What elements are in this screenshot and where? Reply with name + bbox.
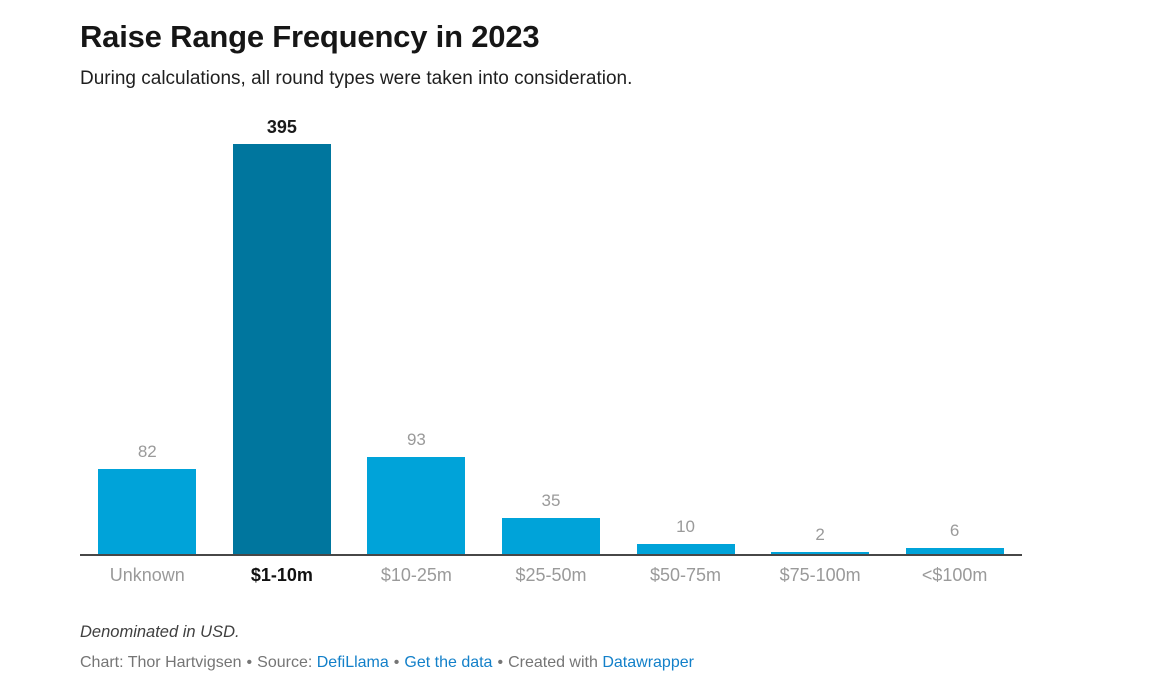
credit-separator: • — [246, 654, 253, 671]
bar — [501, 517, 600, 554]
source-link[interactable]: DefiLlama — [316, 654, 389, 671]
datawrapper-link[interactable]: Datawrapper — [602, 654, 694, 671]
chart-subtitle: During calculations, all round types wer… — [80, 68, 633, 89]
bar-slot: 93 — [349, 430, 484, 554]
created-with-label: Created with — [508, 654, 598, 671]
bar-slot: 395 — [215, 117, 350, 554]
credit-separator: • — [393, 654, 400, 671]
x-axis-label: Unknown — [109, 565, 185, 585]
credit-separator: • — [497, 654, 504, 671]
bar-value-label: 93 — [406, 430, 426, 450]
bar-slot: 82 — [80, 442, 215, 554]
chart-credit: Chart: Thor Hartvigsen • Source: DefiLlama… — [0, 652, 1150, 674]
x-axis-label: $10-25m — [380, 565, 452, 585]
bar-value-label: 395 — [266, 117, 297, 137]
bar — [232, 144, 331, 554]
bar-chart-plot: 82 395 93 35 10 2 6 — [80, 110, 1022, 556]
source-label: Source: — [257, 654, 313, 671]
bar — [636, 543, 735, 554]
x-axis-label: $25-50m — [515, 565, 587, 585]
bar-value-label: 35 — [541, 490, 561, 510]
x-axis-label: <$100m — [921, 565, 988, 585]
bar-value-label: 82 — [137, 441, 157, 461]
bar — [367, 457, 466, 554]
chart-title: Raise Range Frequency in 2023 — [80, 19, 540, 54]
bar-slot: 10 — [618, 517, 753, 554]
x-axis-label: $75-100m — [779, 565, 861, 585]
get-the-data-link[interactable]: Get the data — [404, 654, 493, 671]
bar-value-label: 10 — [676, 516, 695, 536]
bar-slot: 2 — [753, 524, 888, 554]
x-axis-label: $1-10m — [250, 565, 313, 585]
bar-value-label: 2 — [815, 524, 825, 544]
chart-note: Denominated in USD. — [80, 623, 240, 641]
x-axis-label: $50-75m — [650, 565, 722, 585]
bar — [98, 468, 197, 554]
bar-slot: 35 — [484, 491, 619, 554]
credit-author: Chart: Thor Hartvigsen — [80, 654, 242, 671]
bar — [771, 551, 870, 554]
x-axis-labels: Unknown $1-10m $10-25m $25-50m $50-75m $75-10… — [80, 556, 1022, 586]
bar-slot: 6 — [887, 521, 1022, 554]
bar-value-label: 6 — [949, 520, 960, 540]
bar — [905, 547, 1004, 554]
